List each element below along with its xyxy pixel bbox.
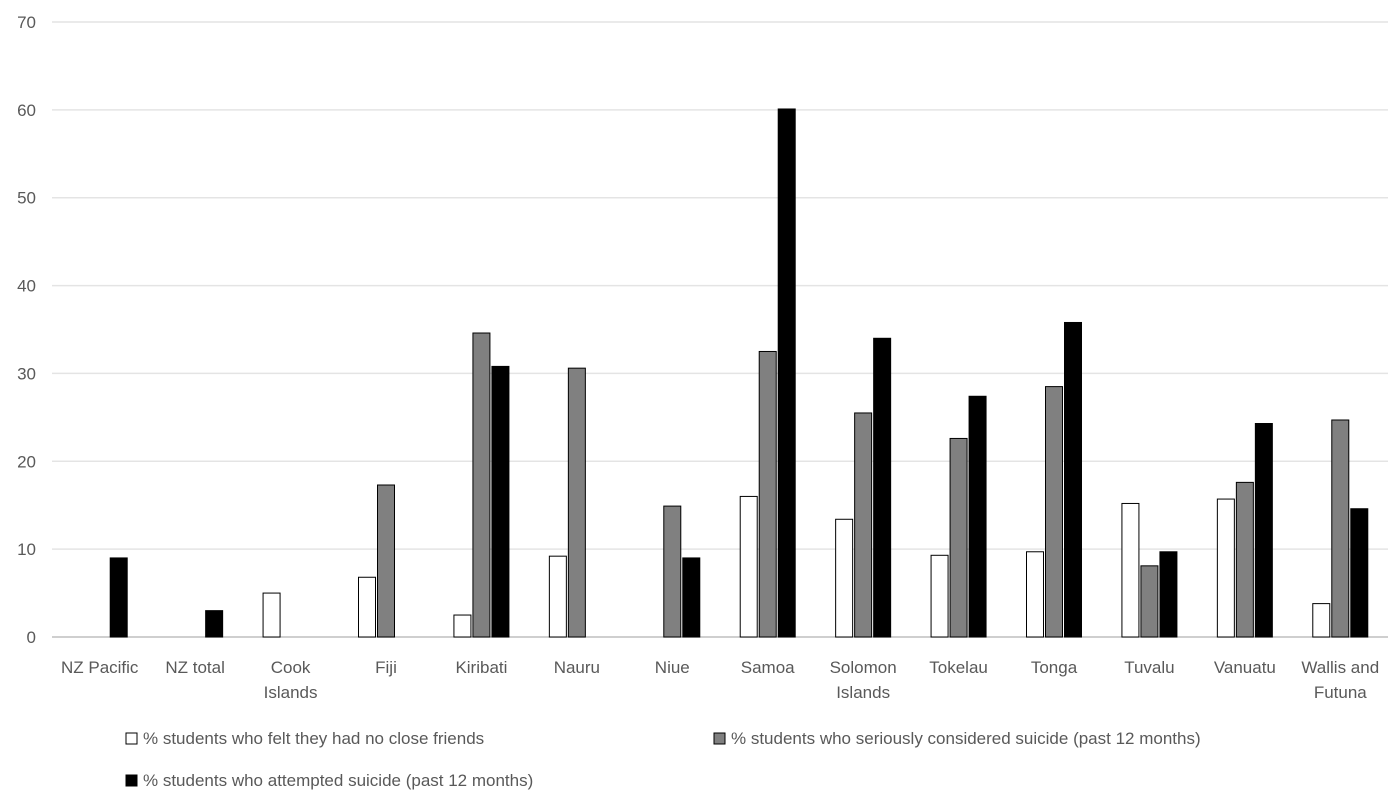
- x-tick-label-line: Niue: [655, 658, 690, 677]
- bar-series-3-vanuatu: [1254, 423, 1273, 638]
- x-tick-label: Samoa: [741, 658, 795, 677]
- y-tick-label: 40: [17, 277, 36, 296]
- x-tick-label-line: Cook: [271, 658, 311, 677]
- bar-series-1-tokelau: [930, 554, 949, 638]
- bar-series-2-tuvalu: [1140, 565, 1159, 638]
- x-tick-label-line: Tokelau: [929, 658, 988, 677]
- x-tick-label: NZ Pacific: [61, 658, 139, 677]
- y-tick-label: 70: [17, 13, 36, 32]
- bar-series-3-wallis-and-futuna: [1350, 508, 1369, 638]
- legend-swatch: [713, 732, 726, 745]
- bar-series-3-tonga: [1064, 321, 1082, 638]
- bar-series-3-niue: [682, 557, 701, 638]
- bar-series-1-tuvalu: [1121, 502, 1140, 638]
- y-tick-label: 60: [17, 101, 36, 120]
- legend-swatch: [125, 774, 138, 787]
- x-axis-tick-labels: NZ Pacific NZ total Cook Islands Fiji Kiribat…: [61, 658, 1379, 702]
- x-tick-label: Kiribati: [455, 658, 507, 677]
- x-tick-label-line: NZ Pacific: [61, 658, 139, 677]
- x-tick-label: NZ total: [165, 658, 225, 677]
- bar-series-3-tuvalu: [1159, 551, 1178, 638]
- bar-series-3-nz-total: [205, 610, 224, 638]
- x-tick-label: Niue: [655, 658, 690, 677]
- x-tick-label-line: Tuvalu: [1124, 658, 1174, 677]
- bar-series-2-nauru: [567, 367, 586, 638]
- x-tick-label: Wallis and Futuna: [1301, 658, 1379, 702]
- bar-series-1-cook-islands: [262, 592, 281, 638]
- x-tick-label: Tokelau: [929, 658, 988, 677]
- y-tick-label: 30: [17, 364, 36, 383]
- y-tick-label: 0: [27, 628, 36, 647]
- bar-series-2-samoa: [758, 350, 777, 638]
- bar-series-2-wallis-and-futuna: [1331, 419, 1350, 638]
- bar-series-1-nauru: [548, 555, 567, 638]
- bar-series-2-vanuatu: [1235, 481, 1254, 638]
- x-tick-label: Fiji: [375, 658, 397, 677]
- bar-series-3-solomon-islands: [873, 337, 892, 638]
- bar-series-3-kiribati: [491, 365, 510, 638]
- bar-series-3-samoa: [777, 108, 796, 638]
- x-tick-label-line: NZ total: [165, 658, 225, 677]
- legend-label: % students who attempted suicide (past 1…: [143, 771, 533, 790]
- x-tick-label-line: Solomon: [830, 658, 897, 677]
- bar-series-1-solomon-islands: [835, 518, 854, 638]
- bar-series-2-niue: [663, 505, 682, 638]
- legend-item-2: % students who seriously considered suic…: [713, 729, 1201, 748]
- x-tick-label: Vanuatu: [1214, 658, 1276, 677]
- x-tick-label-line: Vanuatu: [1214, 658, 1276, 677]
- bar-series-3-nz-pacific: [109, 557, 128, 638]
- legend-item-3: % students who attempted suicide (past 1…: [125, 771, 533, 790]
- x-tick-label: Nauru: [554, 658, 600, 677]
- bar-series-2-tonga: [1045, 386, 1063, 638]
- x-tick-label-line: Islands: [264, 683, 318, 702]
- bars: [109, 108, 1369, 638]
- x-tick-label-line: Fiji: [375, 658, 397, 677]
- x-tick-label-line: Wallis and: [1301, 658, 1379, 677]
- bar-series-2-fiji: [377, 484, 395, 638]
- x-tick-label-line: Islands: [836, 683, 890, 702]
- bar-series-1-kiribati: [453, 614, 472, 638]
- x-tick-label: Cook Islands: [264, 658, 318, 702]
- x-tick-label: Tonga: [1031, 658, 1078, 677]
- bar-series-1-tonga: [1026, 551, 1044, 638]
- bar-series-2-solomon-islands: [854, 412, 873, 638]
- bar-series-1-samoa: [739, 495, 758, 638]
- gridlines: [52, 21, 1388, 638]
- legend-label: % students who seriously considered suic…: [731, 729, 1201, 748]
- y-tick-label: 50: [17, 189, 36, 208]
- x-tick-label-line: Nauru: [554, 658, 600, 677]
- bar-series-1-fiji: [358, 576, 376, 638]
- y-tick-label: 10: [17, 540, 36, 559]
- bar-series-2-tokelau: [949, 437, 968, 638]
- y-tick-label: 20: [17, 452, 36, 471]
- bar-series-3-tokelau: [968, 395, 987, 638]
- bar-series-1-wallis-and-futuna: [1312, 603, 1331, 638]
- x-tick-label-line: Kiribati: [455, 658, 507, 677]
- legend-swatch: [125, 732, 138, 745]
- legend: % students who felt they had no close fr…: [125, 729, 1201, 790]
- y-axis-tick-labels: 0 10 20 30 40 50 60 70: [17, 13, 36, 647]
- bar-series-1-vanuatu: [1216, 498, 1235, 638]
- bar-series-2-kiribati: [472, 332, 491, 638]
- legend-label: % students who felt they had no close fr…: [143, 729, 484, 748]
- legend-item-1: % students who felt they had no close fr…: [125, 729, 484, 748]
- x-tick-label-line: Samoa: [741, 658, 795, 677]
- x-tick-label: Solomon Islands: [830, 658, 897, 702]
- x-tick-label: Tuvalu: [1124, 658, 1174, 677]
- x-tick-label-line: Futuna: [1314, 683, 1367, 702]
- x-tick-label-line: Tonga: [1031, 658, 1078, 677]
